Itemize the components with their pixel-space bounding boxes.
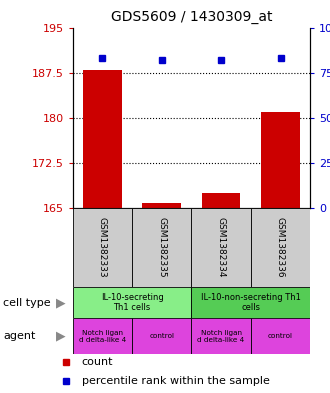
Bar: [83, 70, 121, 208]
Text: control: control: [149, 333, 174, 339]
Text: control: control: [268, 333, 293, 339]
Title: GDS5609 / 1430309_at: GDS5609 / 1430309_at: [111, 10, 272, 24]
Text: GSM1382334: GSM1382334: [216, 217, 226, 278]
Text: agent: agent: [3, 331, 36, 341]
Bar: [142, 204, 181, 208]
Text: GSM1382333: GSM1382333: [98, 217, 107, 278]
Bar: [202, 193, 240, 208]
Text: IL-10-secreting
Th1 cells: IL-10-secreting Th1 cells: [101, 293, 163, 312]
Bar: [132, 318, 191, 354]
Text: Notch ligan
d delta-like 4: Notch ligan d delta-like 4: [197, 329, 245, 343]
Bar: [191, 208, 251, 287]
Bar: [73, 318, 132, 354]
Bar: [73, 208, 132, 287]
Bar: [251, 208, 310, 287]
Bar: [261, 112, 300, 208]
Bar: [251, 318, 310, 354]
Text: ▶: ▶: [56, 329, 66, 343]
Text: ▶: ▶: [56, 296, 66, 309]
Text: GSM1382335: GSM1382335: [157, 217, 166, 278]
Text: count: count: [82, 357, 113, 367]
Bar: [191, 318, 251, 354]
Text: cell type: cell type: [3, 298, 51, 308]
Bar: [191, 287, 310, 318]
Bar: [132, 208, 191, 287]
Text: IL-10-non-secreting Th1
cells: IL-10-non-secreting Th1 cells: [201, 293, 301, 312]
Text: Notch ligan
d delta-like 4: Notch ligan d delta-like 4: [79, 329, 126, 343]
Text: GSM1382336: GSM1382336: [276, 217, 285, 278]
Bar: [73, 287, 191, 318]
Text: percentile rank within the sample: percentile rank within the sample: [82, 376, 269, 386]
